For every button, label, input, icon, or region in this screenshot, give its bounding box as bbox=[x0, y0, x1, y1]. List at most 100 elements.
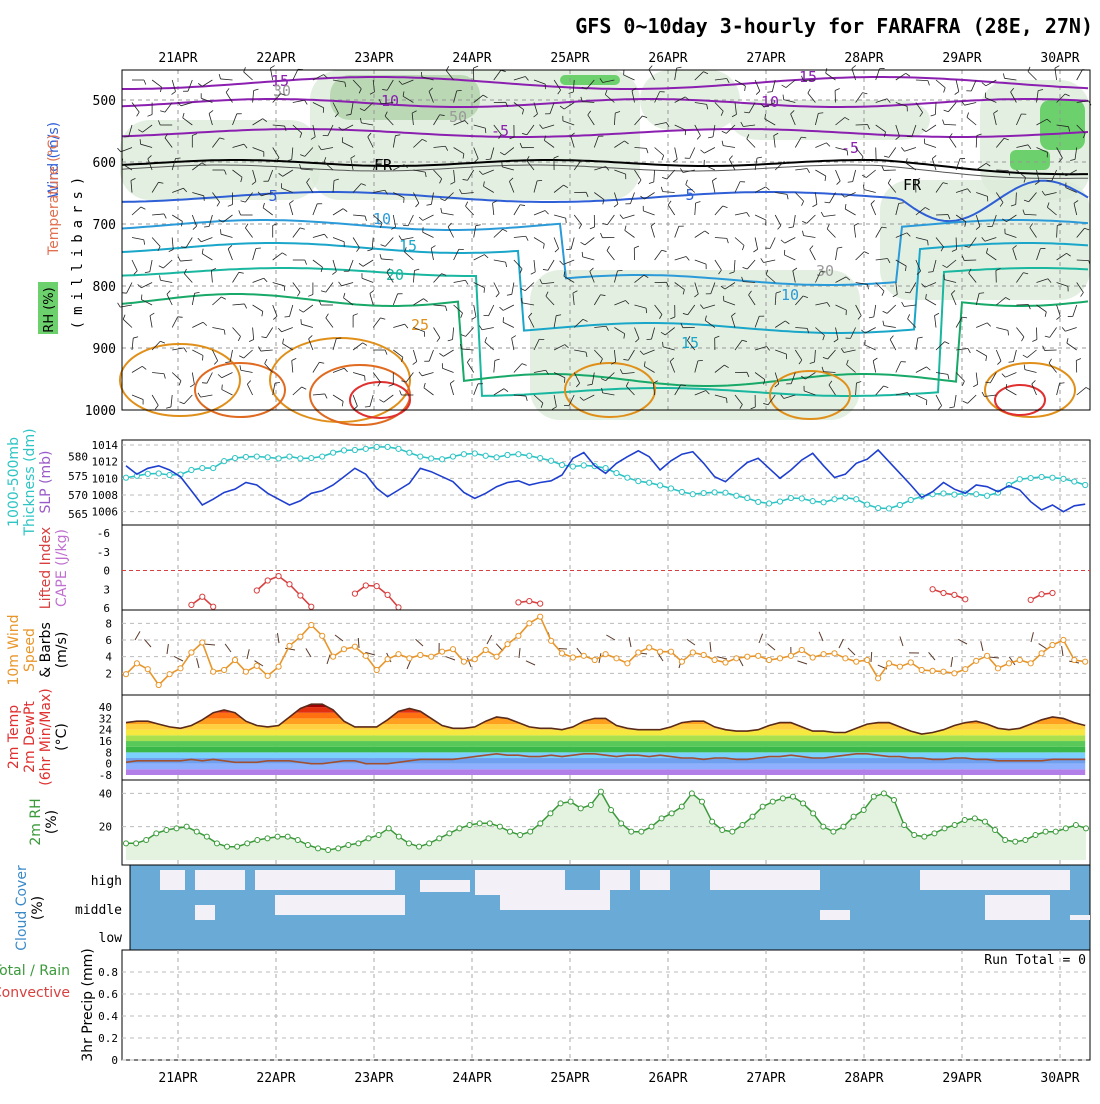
slp-tick-label: 1008 bbox=[92, 489, 119, 502]
rh2m-point bbox=[619, 821, 624, 826]
rh2m-point bbox=[1073, 823, 1078, 828]
cloud-clear-block bbox=[600, 870, 630, 890]
li-tick-label: 0 bbox=[103, 565, 110, 578]
rh2m-point bbox=[447, 831, 452, 836]
wind10-line-point bbox=[254, 663, 259, 668]
rh2m-point bbox=[487, 821, 492, 826]
wind10-line-point bbox=[668, 649, 673, 654]
wind-barb-flag bbox=[566, 249, 571, 250]
wind10-line-point bbox=[690, 650, 695, 655]
wind10-barb bbox=[871, 652, 872, 662]
thickness-line-point bbox=[647, 480, 652, 485]
wind10-line-point bbox=[407, 656, 412, 661]
thickness-line-point bbox=[363, 446, 368, 451]
rh2m-side-label: 2m RH bbox=[28, 798, 44, 845]
wind10-line-point bbox=[320, 633, 325, 638]
wind10-line-point bbox=[636, 650, 641, 655]
wind10-line-point bbox=[494, 654, 499, 659]
thickness-line-point bbox=[156, 471, 161, 476]
date-label-bottom: 24APR bbox=[452, 1071, 491, 1086]
wind-barb-flag bbox=[698, 360, 703, 361]
thickness-line-point bbox=[603, 465, 608, 470]
temp-color-band bbox=[122, 730, 1090, 736]
wind10-line-point bbox=[745, 654, 750, 659]
rh2m-point bbox=[780, 796, 785, 801]
wind10-line-point bbox=[756, 653, 761, 658]
precip-legend-total: Total / Rain bbox=[0, 963, 70, 979]
rh2m-point bbox=[578, 806, 583, 811]
thickness-line-point bbox=[974, 492, 979, 497]
thickness-line-point bbox=[985, 493, 990, 498]
thickness-line-point bbox=[1061, 476, 1066, 481]
rh2m-point bbox=[760, 804, 765, 809]
wind10-line-point bbox=[1017, 657, 1022, 662]
wind-barb-flag bbox=[646, 308, 647, 313]
rh2m-point bbox=[689, 791, 694, 796]
isotherm-label: 30 bbox=[816, 262, 834, 280]
cloud-clear-block bbox=[255, 870, 395, 890]
thickness-line-point bbox=[658, 483, 663, 488]
rh2m-point bbox=[497, 824, 502, 829]
li-line-point bbox=[363, 583, 368, 588]
li-line-point bbox=[1028, 597, 1033, 602]
thickness-line-point bbox=[745, 495, 750, 500]
rh2m-point bbox=[932, 831, 937, 836]
thickness-line-point bbox=[886, 506, 891, 511]
isotherm-label: 5 bbox=[268, 187, 277, 205]
rh2m-point bbox=[548, 811, 553, 816]
precip-tick-label: 0.4 bbox=[98, 1010, 118, 1023]
rh2m-point bbox=[851, 814, 856, 819]
li-line-point bbox=[298, 593, 303, 598]
rh2m-point bbox=[730, 829, 735, 834]
thickness-line-point bbox=[723, 490, 728, 495]
thickness-line-point bbox=[232, 455, 237, 460]
thickness-line-point bbox=[341, 448, 346, 453]
wind10-line-point bbox=[211, 669, 216, 674]
date-label-top: 24APR bbox=[452, 51, 491, 66]
rh2m-point bbox=[386, 826, 391, 831]
isotherm-label: 10 bbox=[381, 92, 399, 110]
rh2m-point bbox=[700, 799, 705, 804]
slp-side-label: 1000-500mb bbox=[6, 437, 22, 527]
rh2m-point bbox=[305, 843, 310, 848]
date-label-top: 26APR bbox=[648, 51, 687, 66]
isotherm-label: 10 bbox=[761, 93, 779, 111]
wind10-line-point bbox=[788, 653, 793, 658]
temp2m-tick-label: 8 bbox=[105, 746, 112, 759]
rh2m-point bbox=[1023, 838, 1028, 843]
rh2m-point bbox=[720, 828, 725, 833]
thickness-line-point bbox=[952, 492, 957, 497]
thickness-line-point bbox=[1050, 475, 1055, 480]
li-tick-label: -3 bbox=[97, 546, 110, 559]
rh2m-point bbox=[508, 829, 513, 834]
wind10-line-point bbox=[559, 651, 564, 656]
date-label-top: 23APR bbox=[354, 51, 393, 66]
rh2m-point bbox=[336, 846, 341, 851]
rh2m-point bbox=[124, 841, 129, 846]
li-line-point bbox=[941, 590, 946, 595]
wind10-line-point bbox=[483, 647, 488, 652]
wind10-line-point bbox=[712, 657, 717, 662]
wind10-line-point bbox=[963, 667, 968, 672]
wind-barb-flag bbox=[649, 66, 652, 70]
thickness-line-point bbox=[777, 499, 782, 504]
wind10-tick-label: 6 bbox=[105, 634, 112, 647]
wind10-line-point bbox=[985, 653, 990, 658]
wind10-line-point bbox=[1006, 661, 1011, 666]
thickness-line-point bbox=[298, 456, 303, 461]
rh2m-point bbox=[528, 829, 533, 834]
wind-barb-flag bbox=[202, 383, 207, 384]
wind-barb-flag bbox=[457, 90, 462, 91]
wind10-line-point bbox=[854, 659, 859, 664]
date-label-bottom: 23APR bbox=[354, 1071, 393, 1086]
slp-tick-label: 1006 bbox=[92, 506, 119, 519]
thickness-line-point bbox=[538, 455, 543, 460]
cloud-clear-block bbox=[275, 895, 405, 915]
pressure-axis-label: (millibars) bbox=[70, 171, 86, 330]
cape-side-label: CAPE (J/kg) bbox=[54, 529, 70, 607]
thickness-line-point bbox=[461, 452, 466, 457]
date-label-bottom: 28APR bbox=[844, 1071, 883, 1086]
wind10-line-point bbox=[995, 666, 1000, 671]
wind10-line-point bbox=[418, 652, 423, 657]
